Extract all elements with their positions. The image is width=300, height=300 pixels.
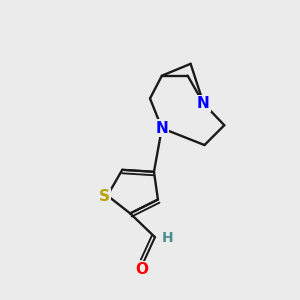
- Text: O: O: [136, 262, 148, 278]
- Text: S: S: [99, 189, 110, 204]
- Text: N: N: [155, 121, 168, 136]
- Text: H: H: [162, 231, 174, 245]
- Text: N: N: [197, 96, 210, 111]
